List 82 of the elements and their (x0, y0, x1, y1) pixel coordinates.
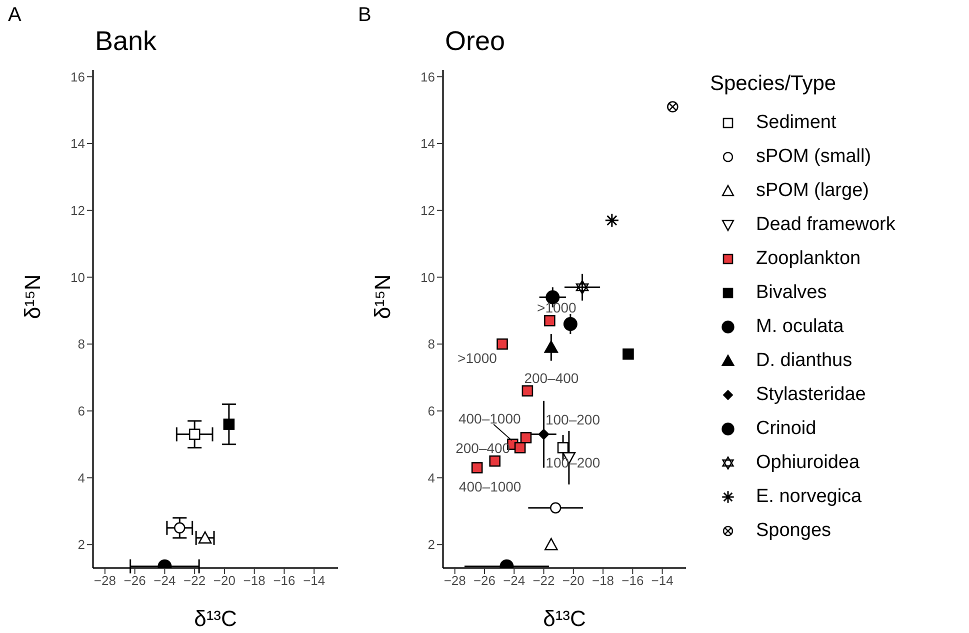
legend-label: Zooplankton (756, 248, 861, 270)
point (174, 522, 186, 534)
chart-title: Oreo (445, 26, 506, 57)
y-tick-label: 16 (420, 69, 435, 84)
annotation: 100–200 (546, 411, 600, 428)
point (544, 340, 558, 353)
y-axis-title: δ¹⁵N (20, 274, 45, 319)
annotation: 400–1000 (458, 410, 521, 426)
x-tick-label: −14 (651, 573, 674, 588)
y-tick-label: 2 (78, 537, 85, 552)
y-tick-label: 12 (420, 202, 435, 218)
legend-label: Stylasteridae (756, 384, 866, 406)
point (188, 428, 200, 440)
legend-label: Ophiuroidea (756, 452, 860, 474)
x-tick-label: −28 (444, 573, 466, 588)
x-tick-label: −28 (94, 573, 116, 588)
y-tick-label: 8 (428, 336, 435, 352)
point (604, 213, 620, 228)
y-tick-label: 6 (428, 404, 435, 419)
point (223, 418, 235, 430)
legend-label: E. norvegica (756, 486, 862, 508)
point (544, 538, 558, 550)
annotation: >1000 (537, 300, 577, 316)
y-tick-label: 16 (70, 69, 85, 84)
y-tick-label: 10 (70, 270, 85, 285)
chart-title: Bank (95, 26, 157, 57)
point (489, 455, 501, 467)
x-axis-title: δ¹³C (543, 606, 586, 631)
y-tick-label: 14 (70, 136, 85, 152)
y-tick-label: 6 (78, 404, 85, 419)
y-tick-label: 2 (428, 537, 435, 552)
point (563, 317, 578, 332)
annotation: >1000 (458, 350, 498, 366)
point (576, 280, 589, 294)
point (198, 531, 212, 544)
point (471, 462, 483, 474)
x-tick-label: −14 (303, 573, 326, 588)
legend-label: Crinoid (756, 418, 816, 440)
x-tick-label: −24 (503, 573, 526, 588)
point (514, 442, 526, 454)
x-tick-label: −22 (532, 573, 555, 588)
point (538, 428, 550, 440)
y-tick-label: 14 (420, 136, 435, 152)
y-tick-label: 10 (420, 270, 435, 285)
x-axis-title: δ¹³C (194, 606, 237, 631)
x-tick-label: −16 (273, 573, 296, 588)
x-tick-label: −26 (473, 573, 496, 588)
point (522, 385, 534, 397)
annotation: 400–1000 (458, 478, 522, 495)
y-tick-label: 12 (70, 202, 85, 218)
y-tick-label: 4 (428, 470, 435, 486)
point (557, 442, 569, 454)
x-tick-label: −20 (562, 573, 584, 588)
point (496, 338, 508, 350)
x-tick-label: −24 (154, 573, 176, 588)
point (544, 315, 556, 326)
x-tick-label: −16 (622, 573, 644, 588)
y-axis-title: δ¹⁵N (370, 274, 395, 319)
y-tick-label: 8 (78, 336, 85, 352)
x-tick-label: −18 (243, 573, 266, 588)
x-tick-label: −20 (213, 573, 236, 588)
legend-label: Sponges (756, 520, 832, 542)
legend-label: Sediment (756, 112, 836, 134)
text: A (8, 4, 22, 27)
legend-title: Species/Type (710, 72, 838, 96)
point (550, 502, 562, 514)
legend-label: Bivalves (756, 282, 827, 304)
point (622, 348, 634, 360)
x-tick-label: −22 (184, 573, 206, 588)
legend-label: sPOM (small) (756, 146, 872, 168)
x-tick-label: −26 (124, 573, 146, 588)
legend-label: sPOM (large) (756, 180, 869, 202)
legend-label: M. oculata (756, 316, 844, 338)
annotation: 200–400 (524, 370, 579, 386)
text: B (358, 4, 372, 27)
legend-label: D. dianthus (756, 350, 852, 372)
legend-label: Dead framework (756, 214, 896, 236)
y-tick-label: 4 (78, 470, 85, 486)
point (667, 101, 678, 112)
point (520, 432, 532, 444)
x-tick-label: −18 (592, 573, 614, 588)
annotation: 200–400 (456, 440, 510, 456)
